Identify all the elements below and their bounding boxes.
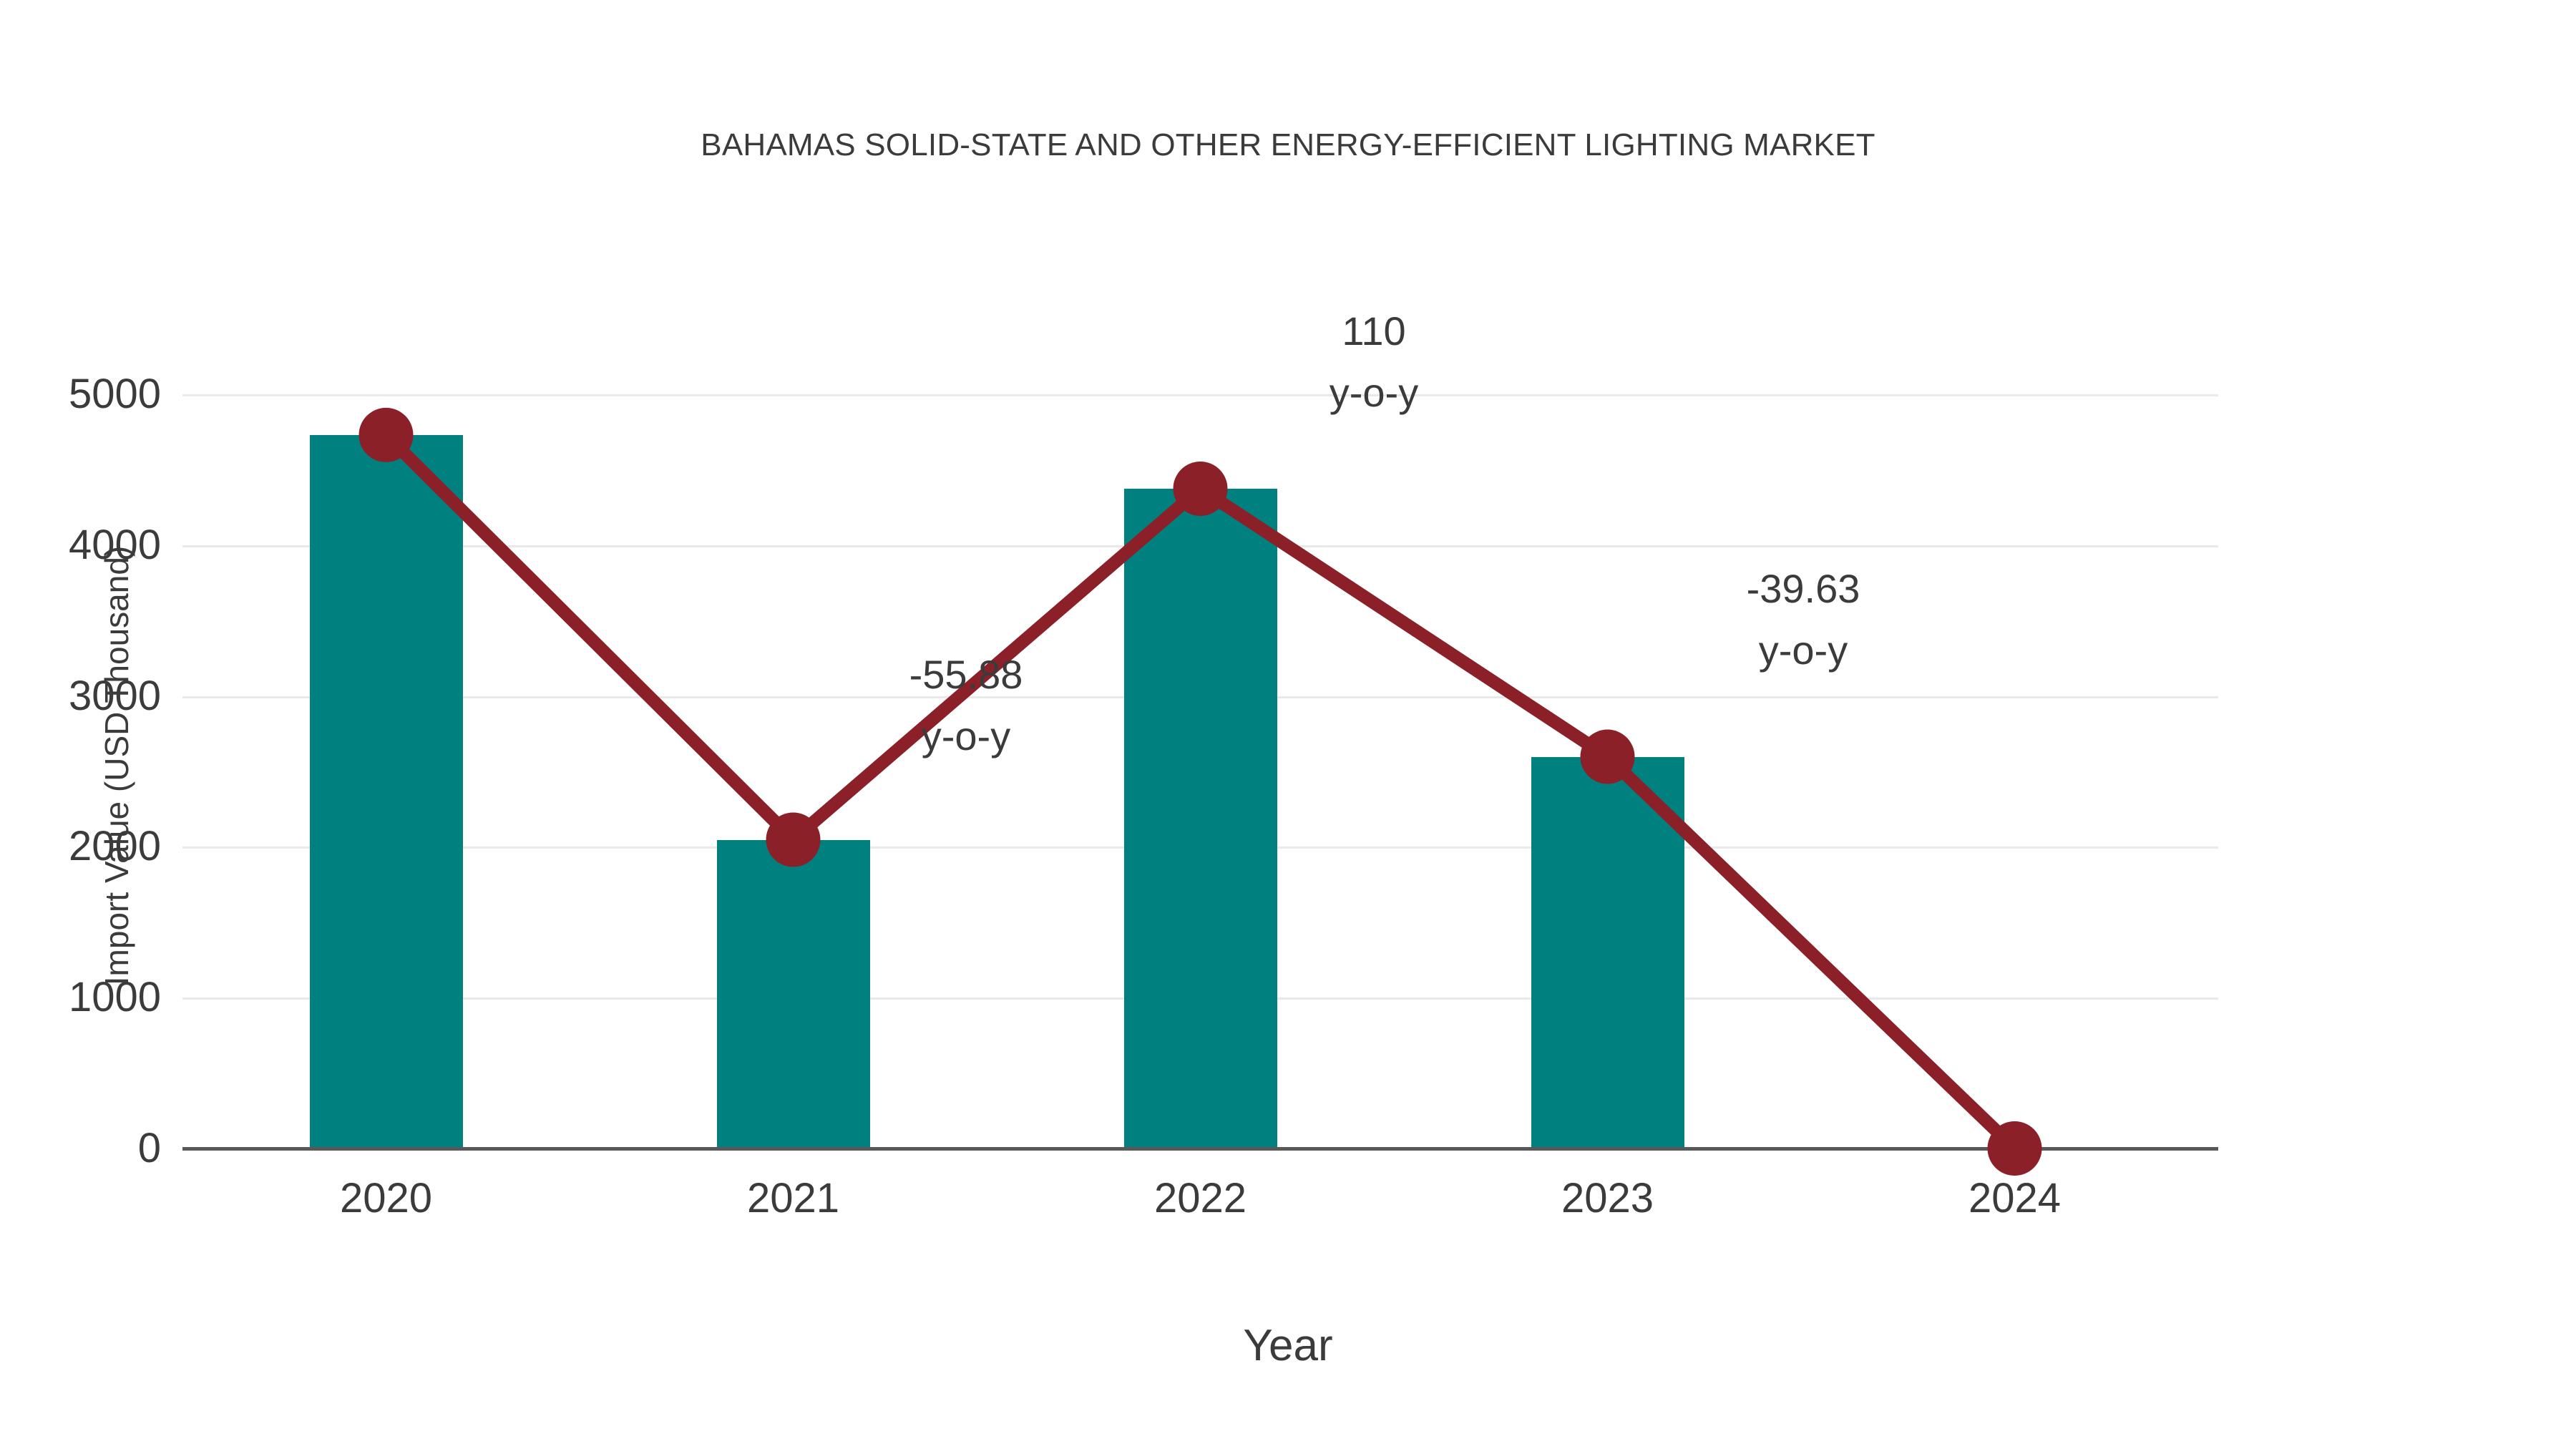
chart-title: BAHAMAS SOLID-STATE AND OTHER ENERGY-EFF…	[701, 127, 1875, 162]
x-tick-label-2023: 2023	[1561, 1175, 1654, 1221]
gridline-5000	[182, 394, 2218, 396]
bar-2020[interactable]	[309, 434, 463, 1148]
annotation-2022-value: 110	[1342, 308, 1406, 353]
annotation-2023: -39.63 y-o-y	[1639, 558, 1968, 681]
y-tick-label-5000: 5000	[68, 371, 161, 417]
annotation-2022: 110 y-o-y	[1209, 301, 1538, 424]
plot-area	[182, 394, 2218, 1148]
y-tick-label-1000: 1000	[68, 974, 161, 1020]
annotation-2021-unit: y-o-y	[921, 713, 1011, 758]
x-tick-label-2022: 2022	[1153, 1175, 1247, 1221]
bar-2023[interactable]	[1531, 756, 1684, 1148]
x-tick-label-2021: 2021	[746, 1175, 840, 1221]
y-tick-label-2000: 2000	[68, 823, 161, 869]
bar-2021[interactable]	[716, 839, 870, 1148]
annotation-2021-value: -55.88	[909, 652, 1023, 697]
annotation-2022-unit: y-o-y	[1329, 370, 1419, 415]
y-tick-label-0: 0	[137, 1125, 161, 1171]
annotation-2023-unit: y-o-y	[1758, 628, 1848, 673]
x-tick-label-2020: 2020	[339, 1175, 433, 1221]
y-tick-label-4000: 4000	[68, 522, 161, 568]
x-axis-line	[182, 1147, 2218, 1151]
bar-2022[interactable]	[1123, 488, 1277, 1148]
annotation-2023-value: -39.63	[1746, 566, 1860, 611]
y-tick-label-3000: 3000	[68, 673, 161, 719]
x-tick-label-2024: 2024	[1968, 1175, 2062, 1221]
annotation-2021: -55.88 y-o-y	[801, 644, 1131, 767]
x-axis-title: Year	[1243, 1321, 1333, 1370]
